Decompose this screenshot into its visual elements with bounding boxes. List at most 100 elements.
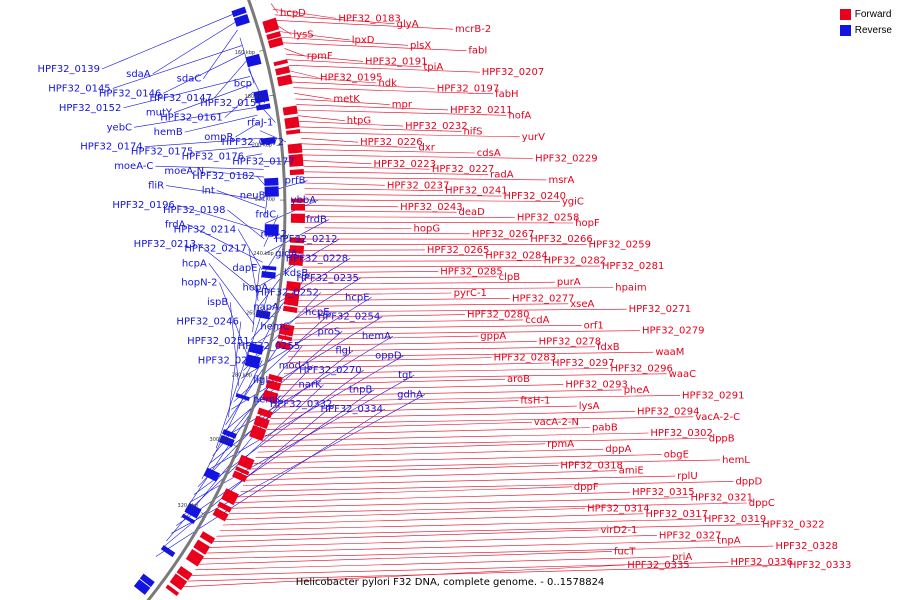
leader-line	[155, 408, 386, 557]
gene-label: hpaim	[615, 283, 646, 294]
leader-line	[155, 165, 264, 170]
gene-label: HPF32_0197	[437, 83, 499, 94]
leader-line	[300, 132, 520, 138]
gene-label: HPF32_0278	[539, 336, 601, 347]
leader-line	[163, 52, 245, 94]
gene-label: HPF32_0217	[184, 244, 246, 255]
gene-label: HPF32_0152	[59, 103, 121, 114]
leader-line	[287, 59, 422, 68]
legend-forward-label: Forward	[854, 8, 892, 20]
gene-label: xseA	[570, 299, 594, 310]
gene-label: HPF32_0294	[637, 406, 699, 417]
gene-label: sdaC	[177, 74, 202, 85]
leader-line	[197, 243, 260, 294]
gene-label: HPF32_0270	[299, 365, 361, 376]
forward-gene	[199, 531, 216, 545]
leader-line	[303, 160, 372, 165]
reverse-gene	[253, 89, 270, 104]
gene-label: lpxD	[352, 35, 375, 46]
gene-label: deaD	[459, 207, 486, 218]
forward-gene	[212, 507, 229, 522]
leader-line	[292, 81, 435, 89]
gene-label: HPF32_0182	[192, 171, 254, 182]
leader-line	[237, 486, 572, 498]
leader-line	[176, 204, 265, 232]
gene-label: HPF32_0139	[38, 64, 100, 75]
leader-line	[228, 321, 242, 418]
gene-label: radA	[490, 170, 514, 181]
gene-label: msrA	[548, 175, 574, 186]
gene-label: hopN-2	[181, 278, 217, 289]
gene-label: HPF32_0322	[762, 520, 824, 531]
scale-tick-label: 260 kbp	[246, 310, 266, 316]
reverse-gene	[139, 573, 155, 588]
leader-line	[227, 209, 265, 240]
gene-label: hemB	[154, 127, 183, 138]
forward-gene	[290, 237, 305, 244]
gene-label: dppF	[574, 482, 599, 493]
leader-line	[301, 271, 439, 274]
gene-label: clpB	[499, 272, 521, 283]
gene-label: prfB	[285, 176, 306, 187]
forward-gene	[288, 153, 304, 167]
forward-gene	[278, 323, 295, 337]
leader-line	[279, 384, 564, 391]
gene-label: hemA	[362, 331, 391, 342]
leader-line	[260, 438, 707, 447]
reverse-gene	[255, 309, 271, 320]
gene-label: kdsB	[284, 268, 308, 279]
leader-line	[176, 389, 375, 526]
gene-label: fdxB	[597, 342, 620, 353]
gene-label: HPF32_0214	[174, 224, 236, 235]
reverse-gene	[261, 271, 276, 279]
leader-line	[206, 170, 265, 178]
gene-label: HPF32_0315	[632, 487, 694, 498]
leader-line	[144, 138, 261, 148]
forward-gene	[275, 340, 291, 351]
gene-labels: HPF32_0139 sdaA sdaC bcpHPF32_0145HPF32_014…	[38, 8, 852, 571]
gene-label: ompR	[204, 132, 233, 143]
gene-label: HPF32_0332	[270, 399, 332, 410]
gene-label: HPF32_0198	[163, 205, 225, 216]
gene-label: tnpB	[349, 385, 373, 396]
map-caption: Helicobacter pylori F32 DNA, complete ge…	[295, 577, 605, 588]
reverse-gene	[218, 434, 235, 448]
leader-line	[298, 121, 404, 127]
leader-line	[213, 529, 599, 543]
gene-label: HPF32_0183	[338, 13, 400, 24]
forward-gene	[275, 66, 291, 76]
leader-line	[304, 188, 444, 191]
leader-line	[296, 104, 449, 111]
leader-line	[304, 193, 502, 197]
leader-line	[152, 21, 236, 75]
gene-label: HPF32_0251	[187, 336, 249, 347]
leader-line	[166, 185, 265, 201]
scale-tick-label: 180 kbp	[245, 94, 265, 100]
gene-label: dapE	[232, 263, 257, 274]
forward-gene	[265, 379, 282, 392]
gene-label: frdB	[306, 215, 327, 226]
gene-label: HPF32_0151	[200, 98, 262, 109]
leader-line	[250, 459, 721, 470]
leader-line	[294, 319, 524, 324]
gene-label: HPF32_0196	[112, 200, 174, 211]
gene-label: HPF32_0293	[565, 380, 627, 391]
gene-label: HPF32_0146	[99, 88, 161, 99]
forward-gene	[232, 470, 248, 483]
leader-line	[191, 561, 729, 576]
scale-tick-label: 240 kbp	[253, 251, 273, 257]
gene-label: vacA-2-N	[534, 417, 579, 428]
gene-label: rplU	[677, 471, 698, 482]
gene-label: HPF32_0280	[467, 310, 529, 321]
gene-label: HPF32_0255	[238, 341, 300, 352]
gene-label: HPF32_0243	[400, 202, 462, 213]
gene-label: ybbA	[291, 195, 317, 206]
scale-tick-mark	[269, 94, 274, 97]
gene-label: HPF32_0177	[232, 156, 294, 167]
legend-forward: Forward	[839, 6, 892, 22]
leader-line	[234, 491, 631, 503]
leader-line	[285, 362, 551, 369]
leader-line	[289, 346, 595, 352]
gene-label: HPF32_0284	[485, 250, 547, 261]
